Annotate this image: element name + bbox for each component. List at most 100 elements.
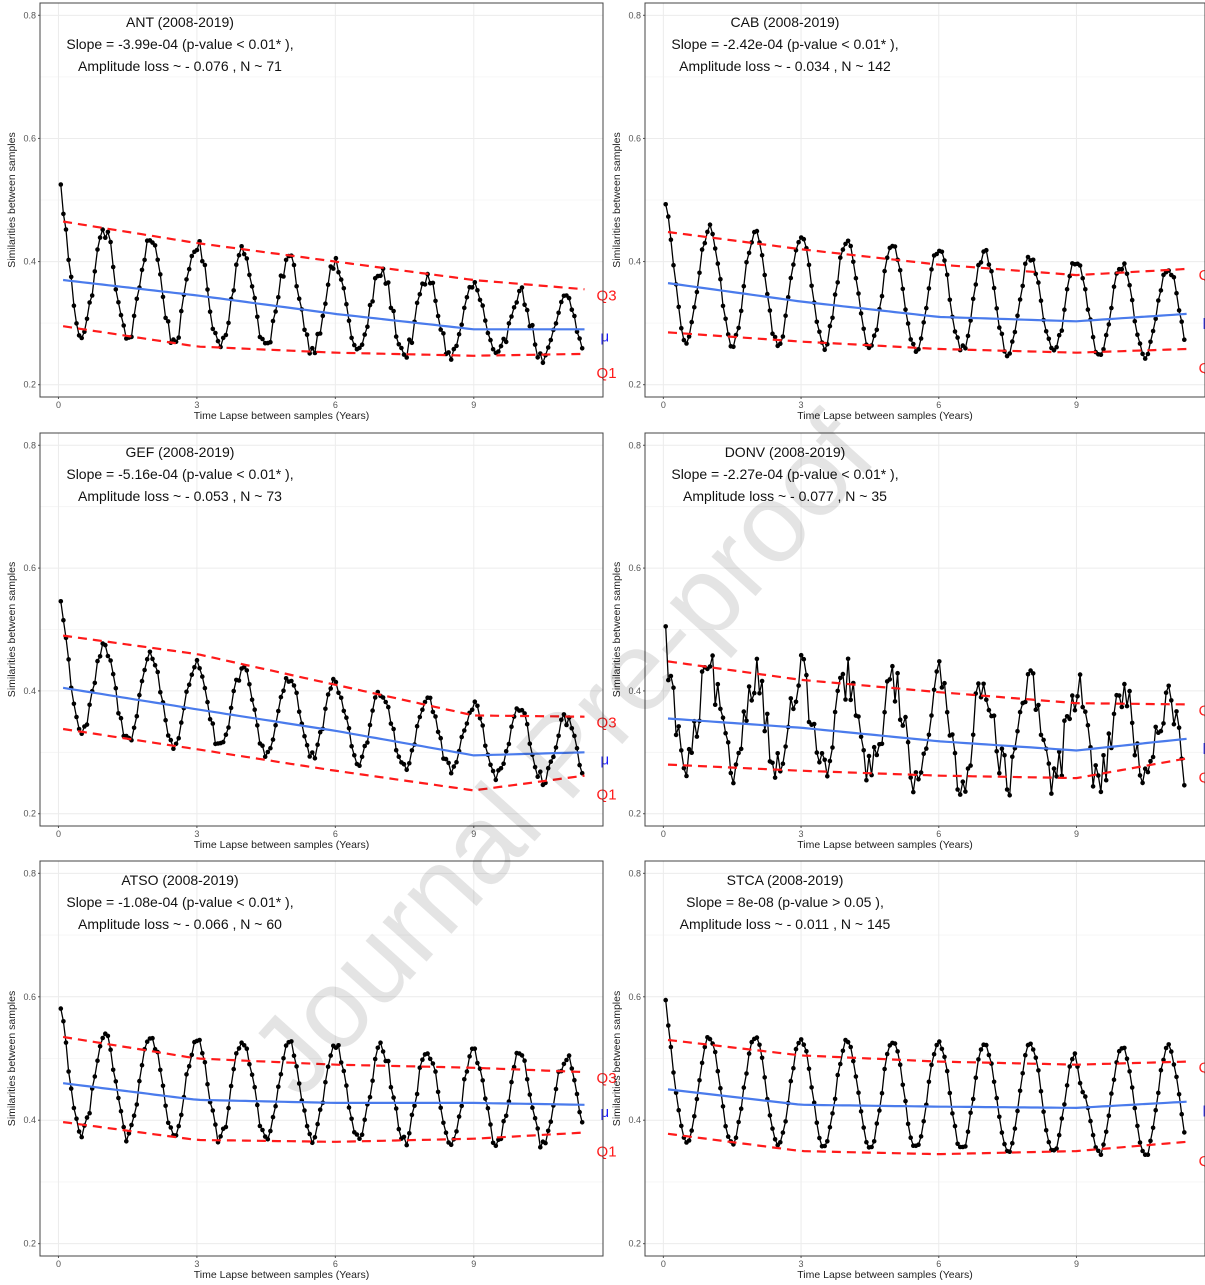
observed-point <box>1098 789 1104 795</box>
y-tick-label: 0.4 <box>23 257 36 267</box>
y-tick-label: 0.4 <box>628 257 641 267</box>
observed-point <box>58 182 64 187</box>
observed-point <box>694 1096 700 1102</box>
observed-point <box>1158 728 1164 734</box>
observed-point <box>74 321 79 326</box>
observed-point <box>438 1105 444 1111</box>
observed-point <box>530 322 535 328</box>
observed-point <box>254 314 260 320</box>
observed-point <box>1169 698 1174 703</box>
observed-point <box>1017 709 1023 715</box>
amplitude-annotation: Amplitude loss ~ - 0.076 , N ~ 71 <box>78 58 282 74</box>
observed-point <box>968 763 973 768</box>
observed-point <box>338 1060 344 1065</box>
observed-point <box>202 1060 208 1065</box>
observed-point <box>707 222 713 227</box>
observed-point <box>801 1042 807 1047</box>
observed-point <box>205 699 210 705</box>
observed-point <box>200 674 205 679</box>
observed-point <box>686 1138 692 1143</box>
observed-point <box>459 322 465 328</box>
observed-point <box>407 1131 412 1136</box>
observed-point <box>137 1078 142 1084</box>
observed-point <box>1030 671 1036 676</box>
observed-point <box>882 268 887 274</box>
y-tick-label: 0.8 <box>628 868 641 878</box>
observed-point <box>835 280 840 285</box>
observed-point <box>775 751 780 756</box>
panel-title: CAB (2008-2019) <box>731 14 840 30</box>
q3-label: Q3 <box>1199 702 1205 719</box>
observed-point <box>1161 1057 1166 1063</box>
observed-point <box>783 744 788 749</box>
observed-point <box>759 253 765 258</box>
observed-point <box>579 1120 585 1125</box>
observed-point <box>365 324 370 330</box>
observed-point <box>1007 793 1012 798</box>
observed-point <box>788 275 794 281</box>
observed-point <box>252 295 257 301</box>
observed-point <box>1054 344 1059 350</box>
observed-point <box>1023 1052 1028 1058</box>
observed-point <box>475 288 480 293</box>
observed-point <box>532 342 538 347</box>
observed-point <box>186 682 192 687</box>
observed-point <box>929 713 934 718</box>
observed-point <box>346 1105 352 1110</box>
observed-point <box>712 246 718 251</box>
y-axis-title: Similarities between samples <box>6 132 18 267</box>
observed-point <box>1132 319 1138 324</box>
observed-point <box>210 326 216 332</box>
observed-point <box>970 296 976 302</box>
observed-point <box>514 300 519 305</box>
observed-point <box>1067 1064 1072 1069</box>
observed-point <box>767 1113 773 1118</box>
observed-point <box>924 305 929 311</box>
observed-point <box>874 752 880 758</box>
observed-point <box>767 308 773 313</box>
observed-point <box>367 722 373 728</box>
observed-point <box>553 321 559 326</box>
observed-point <box>163 717 168 723</box>
observed-point <box>186 266 192 272</box>
observed-point <box>1036 702 1041 708</box>
observed-point <box>754 656 760 662</box>
observed-point <box>304 742 310 748</box>
observed-point <box>1043 329 1049 334</box>
observed-point <box>346 318 352 324</box>
observed-point <box>884 1051 890 1057</box>
observed-point <box>386 280 391 285</box>
observed-point <box>783 313 788 319</box>
observed-point <box>1101 753 1106 758</box>
amplitude-annotation: Amplitude loss ~ - 0.077 , N ~ 35 <box>683 488 887 504</box>
observed-point <box>723 1123 728 1129</box>
observed-point <box>715 261 721 266</box>
observed-point <box>338 695 344 701</box>
observed-point <box>535 1126 540 1131</box>
observed-point <box>341 286 347 291</box>
observed-point <box>731 780 736 786</box>
observed-point <box>312 756 318 761</box>
y-tick-label: 0.2 <box>23 809 36 819</box>
observed-point <box>289 1039 294 1044</box>
observed-point <box>772 334 778 340</box>
observed-point <box>1002 1141 1007 1147</box>
observed-point <box>835 1072 840 1078</box>
observed-point <box>131 1113 137 1118</box>
observed-point <box>420 1057 425 1062</box>
x-tick-label: 6 <box>333 829 338 839</box>
observed-point <box>692 305 697 310</box>
observed-point <box>459 1103 465 1109</box>
observed-point <box>1090 334 1096 340</box>
observed-point <box>1064 1083 1070 1088</box>
observed-point <box>283 676 289 681</box>
observed-point <box>352 753 357 758</box>
observed-point <box>991 1079 997 1085</box>
observed-point <box>900 723 906 728</box>
observed-point <box>336 690 341 696</box>
x-tick-label: 3 <box>194 1259 199 1269</box>
q1-label: Q1 <box>597 1144 617 1161</box>
observed-point <box>176 1123 181 1129</box>
observed-point <box>892 699 898 704</box>
observed-point <box>150 1035 155 1041</box>
